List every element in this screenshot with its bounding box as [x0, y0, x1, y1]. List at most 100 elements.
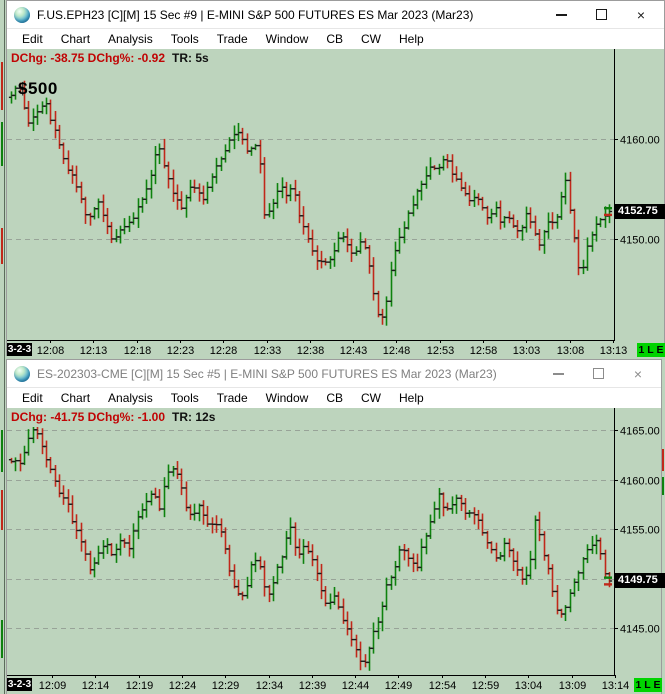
- maximize-button[interactable]: [588, 364, 608, 384]
- minimize-icon: [555, 13, 567, 16]
- ohlc-bar: [405, 547, 412, 567]
- menu-item-help[interactable]: Help: [399, 32, 424, 46]
- ohlc-bar: [252, 143, 259, 151]
- minimize-icon: [552, 372, 564, 375]
- ohlc-bar: [191, 179, 198, 193]
- menu-item-analysis[interactable]: Analysis: [108, 391, 153, 405]
- ohlc-bar: [143, 492, 150, 518]
- price-axis-label: 4160.00: [620, 476, 660, 488]
- ohlc-bar: [12, 85, 19, 100]
- chart-area[interactable]: 4165.004160.004155.004150.004145.0012:09…: [7, 425, 665, 694]
- time-axis-label: 13:09: [559, 680, 587, 692]
- menu-item-cw[interactable]: CW: [361, 391, 381, 405]
- window-controls: ×: [551, 5, 659, 25]
- chart-area[interactable]: 4160.00 4150.00 12:08 12:13 12:18 12:23 12:28 1…: [7, 66, 665, 358]
- time-axis-label: 12:54: [429, 680, 457, 692]
- ohlc-bar: [178, 191, 185, 211]
- ohlc-bar: [536, 511, 543, 542]
- ohlc-bar: [73, 165, 80, 193]
- menu-item-cb[interactable]: CB: [326, 391, 343, 405]
- time-axis-label: 12:49: [385, 680, 413, 692]
- menu-item-edit[interactable]: Edit: [22, 32, 43, 46]
- ohlc-bar: [261, 157, 268, 219]
- ohlc-bar: [25, 429, 32, 456]
- ohlc-bar: [156, 143, 163, 165]
- menu-item-tools[interactable]: Tools: [170, 32, 199, 46]
- ohlc-bar: [396, 545, 403, 572]
- ohlc-bar: [34, 427, 41, 440]
- menu-item-edit[interactable]: Edit: [22, 391, 43, 405]
- ohlc-bar: [549, 564, 556, 597]
- ohlc-bar: [47, 456, 54, 474]
- menu-item-help[interactable]: Help: [399, 391, 424, 405]
- ohlc-bar: [479, 196, 486, 211]
- price-axis-label: 4160.00: [620, 135, 660, 147]
- app-globe-icon: [14, 6, 30, 23]
- background-window-sliver-right: [662, 359, 665, 694]
- menu-item-trade[interactable]: Trade: [216, 32, 248, 46]
- background-bar-fragment: [1, 620, 3, 658]
- menu-item-cb[interactable]: CB: [326, 32, 343, 46]
- price-chart: 4165.004160.004155.004150.004145.0012:09…: [7, 425, 661, 694]
- ohlc-bar: [418, 180, 425, 201]
- ohlc-bar: [527, 550, 534, 580]
- chart-background: [7, 425, 661, 694]
- title-bar[interactable]: ES-202303-CME [C][M] 15 Sec #5 | E-MINI …: [7, 360, 661, 388]
- ohlc-bar: [213, 515, 220, 533]
- close-button[interactable]: ×: [633, 365, 643, 382]
- time-axis-label: 12:44: [342, 680, 370, 692]
- ohlc-bar: [431, 165, 438, 171]
- ohlc-bar: [453, 494, 460, 514]
- time-axis-label: 12:19: [126, 680, 154, 692]
- ohlc-bar: [396, 227, 403, 254]
- menu-item-chart[interactable]: Chart: [60, 32, 91, 46]
- chart-window-bottom: ES-202303-CME [C][M] 15 Sec #5 | E-MINI …: [6, 359, 665, 694]
- menu-item-trade[interactable]: Trade: [216, 391, 248, 405]
- menu-item-window[interactable]: Window: [265, 32, 309, 46]
- ohlc-bar: [335, 591, 342, 610]
- ohlc-bar: [47, 99, 54, 125]
- time-axis-label: 13:03: [513, 345, 541, 357]
- time-axis-label: 12:28: [210, 345, 238, 357]
- minimize-button[interactable]: [551, 5, 571, 25]
- position-status-badge: 1 L E: [637, 343, 665, 357]
- time-axis-label: 12:39: [299, 680, 327, 692]
- ohlc-bar: [34, 104, 41, 125]
- bar-time-remaining-text: TR: 12s: [172, 409, 216, 424]
- ohlc-bars: [8, 427, 613, 671]
- ohlc-bar: [60, 485, 67, 505]
- title-bar[interactable]: F.US.EPH23 [C][M] 15 Sec #9 | E-MINI S&P…: [7, 1, 664, 29]
- ohlc-bar: [300, 539, 307, 564]
- ohlc-bar: [12, 457, 19, 472]
- ohlc-bar: [178, 468, 185, 496]
- ohlc-bar: [108, 543, 115, 557]
- menu-item-window[interactable]: Window: [265, 391, 309, 405]
- daily-change-text: DChg: -38.75 DChg%: -0.92: [11, 50, 166, 65]
- ohlc-bar: [549, 212, 556, 230]
- background-bar-fragment: [1, 430, 3, 472]
- chart-window-top: F.US.EPH23 [C][M] 15 Sec #9 | E-MINI S&P…: [6, 0, 665, 358]
- maximize-button[interactable]: [591, 5, 611, 25]
- background-window-border: [4, 0, 5, 694]
- last-price-badge: 4152.75: [615, 204, 665, 219]
- ohlc-bar: [130, 523, 137, 559]
- ohlc-bar: [597, 217, 604, 228]
- time-axis-label: 12:48: [383, 345, 411, 357]
- ohlc-bar: [514, 220, 521, 239]
- ohlc-bar: [370, 622, 377, 654]
- session-date-badge: 3-2-3: [7, 343, 32, 356]
- ohlc-bar: [261, 560, 268, 597]
- ohlc-bar: [383, 296, 390, 326]
- close-button[interactable]: ×: [636, 6, 646, 23]
- status-bar: DChg: -41.75 DChg%: -1.00 TR: 12s: [7, 408, 661, 425]
- price-axis-label: 4165.00: [620, 426, 660, 438]
- menu-item-cw[interactable]: CW: [361, 32, 381, 46]
- ask-marker: [604, 207, 612, 210]
- menu-item-tools[interactable]: Tools: [170, 391, 199, 405]
- menu-item-analysis[interactable]: Analysis: [108, 32, 153, 46]
- minimize-button[interactable]: [548, 364, 568, 384]
- background-bar-fragment: [662, 449, 664, 471]
- time-axis-label: 12:34: [256, 680, 284, 692]
- menu-item-chart[interactable]: Chart: [60, 391, 91, 405]
